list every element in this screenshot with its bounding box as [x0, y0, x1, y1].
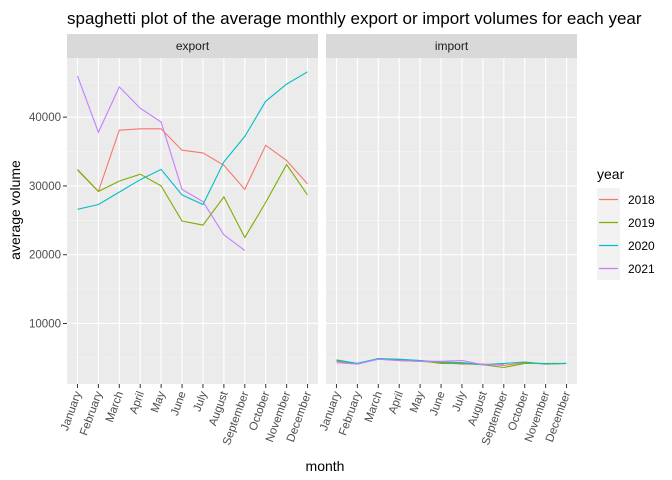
x-tick-label: May — [149, 390, 168, 415]
panel-background — [326, 58, 577, 384]
facet-label-export: export — [176, 39, 210, 53]
facet-label-import: import — [435, 39, 469, 53]
series-line-export-2021 — [76, 75, 246, 252]
x-tick-label: April — [387, 390, 406, 416]
y-axis-title: average volume — [7, 160, 23, 260]
chart-title: spaghetti plot of the average monthly ex… — [67, 9, 642, 28]
legend: year 2018 2019 2020 2021 — [597, 166, 655, 280]
legend-label-2021: 2021 — [628, 262, 655, 276]
legend-label-2020: 2020 — [628, 239, 655, 253]
x-tick-label: July — [451, 390, 469, 414]
x-tick-label: July — [192, 390, 210, 414]
x-tick-label: April — [128, 390, 147, 416]
x-tick-label: June — [428, 390, 448, 418]
panel-background — [67, 58, 318, 384]
x-tick-label: May — [408, 390, 427, 415]
series-line-export-2018 — [77, 128, 308, 193]
x-tick-label: March — [363, 390, 385, 424]
x-tick-label: June — [169, 390, 189, 418]
x-axis-title: month — [306, 458, 345, 474]
y-axis: 10000 20000 30000 40000 — [29, 112, 67, 330]
x-tick-label: August — [207, 389, 231, 428]
series-line-export-2019 — [77, 163, 308, 239]
legend-label-2018: 2018 — [628, 193, 655, 207]
y-tick-label: 30000 — [29, 181, 61, 193]
y-tick-label: 20000 — [29, 250, 61, 262]
y-tick-label: 40000 — [29, 112, 61, 124]
series-line-import-2021 — [336, 358, 504, 366]
legend-label-2019: 2019 — [628, 216, 655, 230]
facet-strip — [67, 34, 318, 58]
x-tick-label: March — [104, 390, 126, 424]
series-line-export-2020 — [77, 71, 308, 210]
legend-title: year — [597, 166, 625, 182]
y-tick-label: 10000 — [29, 318, 61, 330]
x-tick-label: August — [466, 389, 490, 428]
facet-strip — [326, 34, 577, 58]
series-line-import-2020 — [336, 358, 567, 366]
